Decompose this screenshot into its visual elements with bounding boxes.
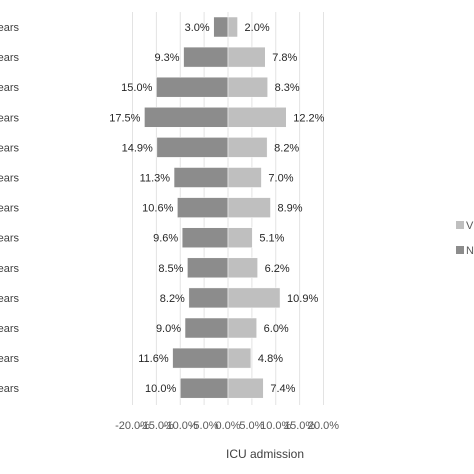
- data-label-left: 15.0%: [121, 82, 152, 94]
- category-label: ears: [0, 323, 19, 335]
- bar-right: [227, 197, 271, 218]
- category-label: ears: [0, 233, 19, 245]
- category-label: ears: [0, 203, 19, 215]
- data-label-left: 10.6%: [142, 203, 173, 215]
- bar-right: [227, 257, 258, 279]
- bar-right: [227, 317, 257, 339]
- data-label-left: 3.0%: [185, 22, 210, 34]
- legend-swatch: [456, 221, 464, 229]
- bar-left: [183, 46, 229, 68]
- x-tick-label: 15.0%: [284, 420, 315, 432]
- bar-left: [177, 197, 229, 218]
- data-label-left: 17.5%: [109, 112, 140, 124]
- category-label: ears: [0, 263, 19, 275]
- bar-right: [227, 227, 253, 248]
- category-label: ears: [0, 22, 19, 34]
- data-label-right: 8.9%: [277, 203, 302, 215]
- data-label-left: 9.0%: [156, 323, 181, 335]
- category-label: ears: [0, 52, 19, 64]
- data-label-right: 7.8%: [272, 52, 297, 64]
- category-label: ears: [0, 173, 19, 185]
- data-label-right: 8.3%: [275, 82, 300, 94]
- legend-swatch: [456, 246, 464, 254]
- category-label: ears: [0, 383, 19, 395]
- bar-left: [187, 257, 229, 279]
- category-label: ears: [0, 112, 19, 124]
- data-label-right: 8.2%: [274, 142, 299, 154]
- bar-left: [213, 16, 229, 38]
- bar-right: [227, 167, 262, 188]
- category-label: ears: [0, 142, 19, 154]
- data-label-right: 2.0%: [245, 22, 270, 34]
- data-label-left: 14.9%: [122, 142, 153, 154]
- category-label: ears: [0, 353, 19, 365]
- x-tick-label: -15.0%: [139, 420, 174, 432]
- x-tick-label: -20.0%: [115, 420, 150, 432]
- bar-left: [188, 287, 229, 309]
- bar-right: [227, 16, 238, 38]
- category-label: ears: [0, 293, 19, 305]
- bar-left: [156, 76, 229, 98]
- x-tick-label: 20.0%: [308, 420, 339, 432]
- category-labels: ears ears ears ears ears ears ears ears ears ears…: [0, 22, 19, 395]
- data-label-left: 9.3%: [155, 52, 180, 64]
- data-label-right: 10.9%: [287, 293, 318, 305]
- bar-left: [172, 347, 229, 369]
- data-label-left: 8.2%: [160, 293, 185, 305]
- data-label-left: 10.0%: [145, 383, 176, 395]
- bar-right: [227, 46, 266, 68]
- legend: VN: [456, 220, 474, 257]
- bars: [144, 16, 287, 399]
- legend-label: N: [466, 245, 474, 257]
- data-label-right: 5.1%: [259, 233, 284, 245]
- data-label-left: 9.6%: [153, 233, 178, 245]
- data-label-right: 4.8%: [258, 353, 283, 365]
- x-tick-label: 10.0%: [260, 420, 291, 432]
- data-labels: 3.0% 2.0% 9.3% 7.8% 15.0% 8.3% 17.5% 12.2% 14.9%…: [109, 22, 324, 395]
- data-label-right: 7.4%: [270, 383, 295, 395]
- data-label-left: 11.6%: [138, 353, 169, 365]
- legend-label: V: [466, 220, 474, 232]
- bar-right: [227, 287, 281, 309]
- x-tick-label: -10.0%: [163, 420, 198, 432]
- data-label-right: 6.2%: [265, 263, 290, 275]
- bar-left: [144, 107, 229, 128]
- bar-left: [173, 167, 229, 188]
- bar-right: [227, 377, 264, 399]
- bar-right: [227, 76, 268, 98]
- data-label-right: 6.0%: [264, 323, 289, 335]
- bar-left: [156, 137, 229, 158]
- x-axis-ticks: -20.0%-15.0%-10.0%-5.0%0.0%5.0%10.0%15.0…: [115, 420, 339, 432]
- bar-left: [181, 227, 229, 248]
- x-axis-label: ICU admission: [226, 447, 304, 461]
- x-tick-label: -5.0%: [190, 420, 219, 432]
- data-label-right: 7.0%: [268, 173, 293, 185]
- category-label: ears: [0, 82, 19, 94]
- x-tick-label: 5.0%: [239, 420, 264, 432]
- bar-right: [227, 107, 287, 128]
- data-label-left: 11.3%: [140, 173, 171, 185]
- x-tick-label: 0.0%: [215, 420, 240, 432]
- data-label-left: 8.5%: [158, 263, 183, 275]
- bar-left: [180, 377, 229, 399]
- bar-left: [184, 317, 229, 339]
- data-label-right: 12.2%: [293, 112, 324, 124]
- bar-right: [227, 137, 268, 158]
- bar-right: [227, 347, 252, 369]
